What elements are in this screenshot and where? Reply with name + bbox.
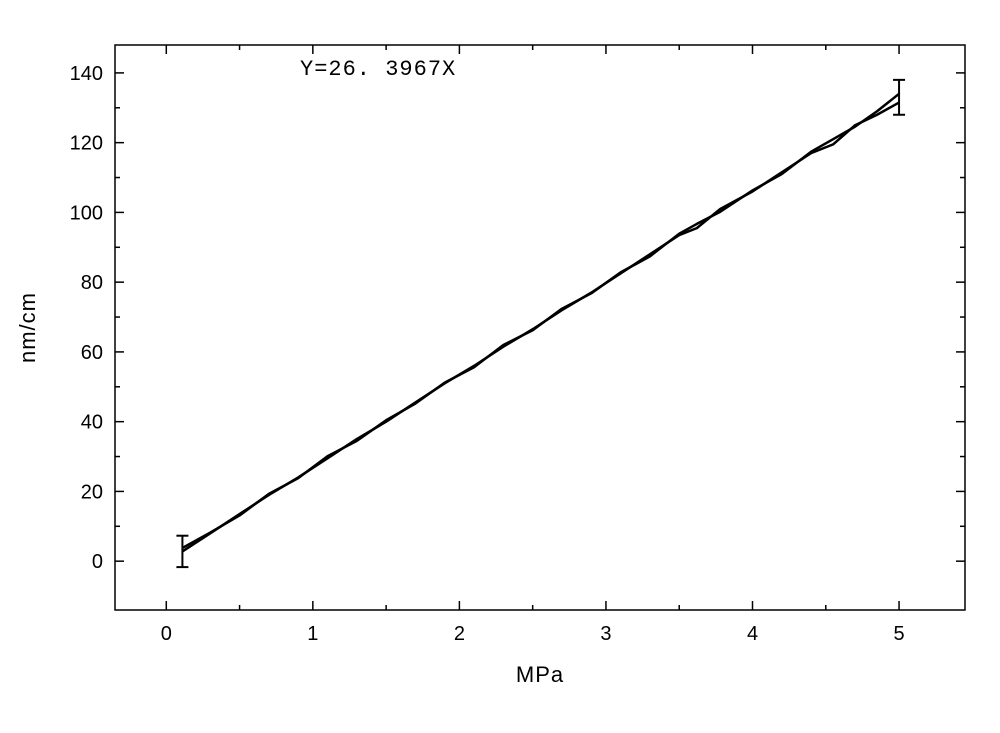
y-tick-label: 140 xyxy=(70,63,103,85)
x-tick-label: 5 xyxy=(893,623,904,645)
line-chart: 0 1 2 3 4 5 0 20 40 60 80 100 120 140 Y=26. 3967X MP… xyxy=(0,0,1000,733)
x-tick-label: 0 xyxy=(161,623,172,645)
y-tick-label: 60 xyxy=(81,342,103,364)
data-series-line-secondary xyxy=(182,94,899,548)
y-tick-label: 100 xyxy=(70,202,103,224)
regression-equation: Y=26. 3967X xyxy=(300,57,456,82)
x-tick-label: 2 xyxy=(454,623,465,645)
x-tick-label: 1 xyxy=(307,623,318,645)
x-axis-label: MPa xyxy=(516,662,564,687)
chart-svg: 0 1 2 3 4 5 0 20 40 60 80 100 120 140 Y=26. 3967X MP… xyxy=(0,0,1000,733)
y-tick-label: 0 xyxy=(92,551,103,573)
x-tick-label: 3 xyxy=(600,623,611,645)
data-series-line-main xyxy=(182,103,899,552)
y-tick-label: 80 xyxy=(81,272,103,294)
y-tick-label: 40 xyxy=(81,412,103,434)
plot-frame xyxy=(115,45,965,610)
x-ticks-group: 0 1 2 3 4 5 xyxy=(161,45,905,645)
y-tick-label: 20 xyxy=(81,481,103,503)
x-tick-label: 4 xyxy=(747,623,758,645)
y-tick-label: 120 xyxy=(70,133,103,155)
y-axis-label: nm/cm xyxy=(15,292,40,363)
